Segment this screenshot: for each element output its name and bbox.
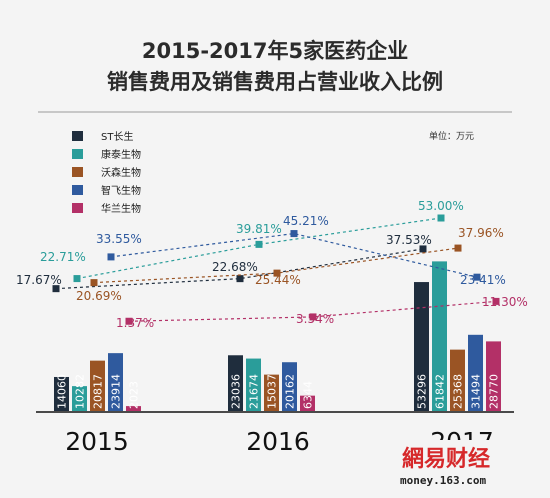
ratio-marker bbox=[255, 240, 263, 248]
bar-value-label: 20162 bbox=[284, 374, 297, 409]
watermark-logo-text: 網易财经 bbox=[402, 446, 490, 472]
bar-value-label: 28770 bbox=[488, 374, 501, 409]
ratio-label: 53.00% bbox=[418, 199, 464, 213]
ratio-marker bbox=[90, 279, 98, 287]
bar-value-label: 21674 bbox=[248, 374, 261, 409]
ratio-line bbox=[110, 232, 478, 278]
ratio-label: 23.41% bbox=[460, 273, 506, 287]
bar bbox=[414, 282, 429, 411]
bar bbox=[108, 353, 123, 411]
ratio-lines-layer: 17.67% 22.68% 37.53% 22.71% 39.81% 53.00% 20.6… bbox=[16, 199, 528, 330]
ratio-line bbox=[93, 247, 459, 284]
bars-layer: 14060 10282 20817 23914 2023 23036 21674 15037 2… bbox=[54, 261, 501, 411]
watermark-logo: 網易财经 money.163.com bbox=[396, 440, 536, 490]
ratio-label: 22.68% bbox=[212, 260, 258, 274]
bar bbox=[72, 386, 87, 411]
ratio-marker bbox=[419, 245, 427, 253]
ratio-label: 1.37% bbox=[116, 316, 154, 330]
legend-label: 智飞生物 bbox=[101, 184, 141, 197]
bar bbox=[450, 349, 465, 411]
x-tick-label: 2016 bbox=[246, 427, 310, 456]
bar-value-label: 23036 bbox=[230, 374, 243, 409]
ratio-marker bbox=[492, 297, 500, 305]
legend-label: 沃森生物 bbox=[101, 166, 141, 179]
bar bbox=[468, 334, 483, 411]
watermark-background bbox=[396, 440, 536, 490]
bar-value-label: 23914 bbox=[110, 374, 123, 409]
ratio-line bbox=[76, 217, 442, 280]
chart-title-line2: 销售费用及销售费用占营业收入比例 bbox=[107, 70, 443, 94]
legend-swatch bbox=[72, 131, 83, 141]
ratio-marker bbox=[125, 317, 133, 325]
ratio-label: 3.54% bbox=[296, 312, 334, 326]
bar-value-label: 20817 bbox=[92, 374, 105, 409]
ratio-marker bbox=[437, 214, 445, 222]
bar bbox=[246, 358, 261, 411]
bar-value-label: 15037 bbox=[266, 374, 279, 409]
legend-swatch bbox=[72, 185, 83, 195]
chart-title-line1: 2015-2017年5家医药企业 bbox=[142, 39, 408, 63]
bar-value-label: 14060 bbox=[56, 374, 69, 409]
ratio-line bbox=[128, 300, 497, 322]
bar bbox=[264, 374, 279, 411]
bar bbox=[228, 355, 243, 411]
bar bbox=[300, 395, 315, 411]
ratio-marker bbox=[73, 275, 81, 283]
bar-value-label: 2023 bbox=[128, 381, 141, 409]
legend-label: 康泰生物 bbox=[101, 148, 141, 161]
bar-value-label: 10282 bbox=[74, 374, 87, 409]
legend-label: ST长生 bbox=[101, 130, 133, 143]
bar bbox=[126, 406, 141, 411]
ratio-label: 11.30% bbox=[482, 295, 528, 309]
bar bbox=[486, 341, 501, 411]
bar-value-label: 25368 bbox=[452, 374, 465, 409]
ratio-label: 17.67% bbox=[16, 273, 62, 287]
watermark-url: money.163.com bbox=[400, 474, 486, 487]
bar bbox=[54, 376, 69, 411]
bar-value-label: 6344 bbox=[302, 381, 315, 409]
ratio-label: 37.96% bbox=[458, 226, 504, 240]
ratio-label: 22.71% bbox=[40, 250, 86, 264]
bar bbox=[432, 261, 447, 411]
bar bbox=[90, 360, 105, 411]
ratio-label: 39.81% bbox=[236, 222, 282, 236]
ratio-label: 37.53% bbox=[386, 233, 432, 247]
legend-swatch bbox=[72, 149, 83, 159]
legend-swatch bbox=[72, 167, 83, 177]
ratio-line bbox=[55, 248, 424, 290]
bar-value-label: 61842 bbox=[434, 374, 447, 409]
ratio-label: 20.69% bbox=[76, 289, 122, 303]
ratio-label: 33.55% bbox=[96, 232, 142, 246]
ratio-marker bbox=[52, 285, 60, 293]
ratio-marker bbox=[273, 269, 281, 277]
ratio-marker bbox=[454, 244, 462, 252]
ratio-label: 25.44% bbox=[255, 273, 301, 287]
ratio-marker bbox=[107, 253, 115, 261]
ratio-marker bbox=[236, 275, 244, 283]
ratio-label: 45.21% bbox=[283, 214, 329, 228]
bar-value-label: 53296 bbox=[416, 374, 429, 409]
x-tick-label: 2015 bbox=[65, 427, 129, 456]
unit-label: 单位：万元 bbox=[429, 130, 474, 142]
ratio-marker bbox=[473, 273, 481, 281]
bar-value-label: 31494 bbox=[470, 374, 483, 409]
legend-label: 华兰生物 bbox=[101, 202, 141, 215]
ratio-marker bbox=[309, 313, 317, 321]
bar bbox=[282, 362, 297, 411]
ratio-marker bbox=[290, 230, 298, 238]
legend-swatch bbox=[72, 203, 83, 213]
